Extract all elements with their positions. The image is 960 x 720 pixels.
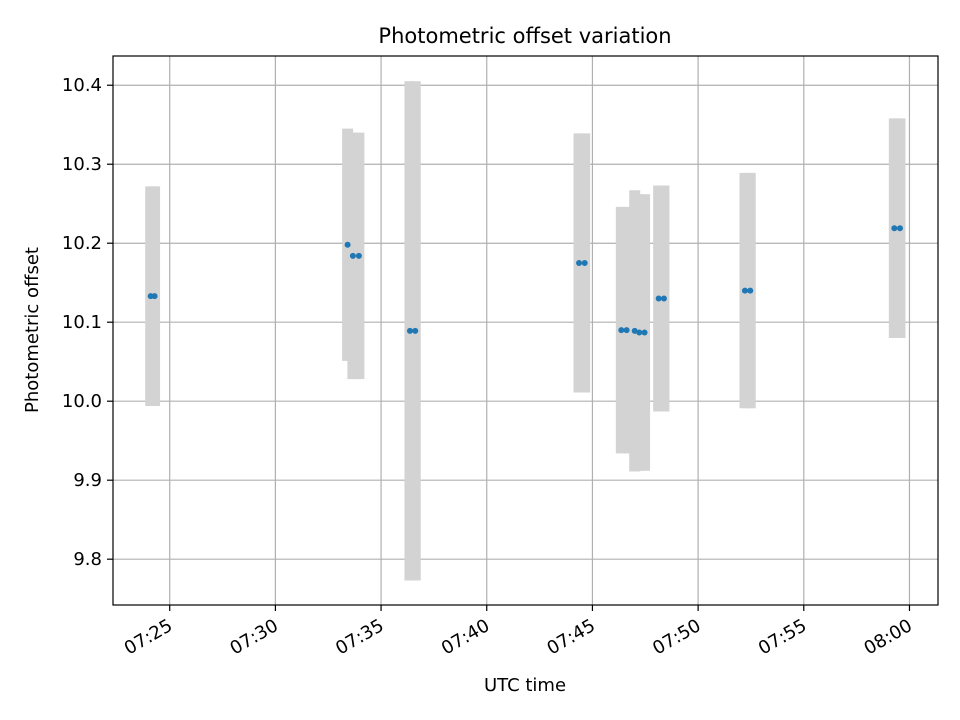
data-point — [576, 259, 583, 266]
data-point — [741, 287, 748, 294]
data-point — [641, 329, 648, 336]
data-point — [618, 327, 625, 334]
chart-title: Photometric offset variation — [378, 24, 671, 48]
y-axis-title: Photometric offset — [22, 247, 43, 413]
data-point — [355, 252, 362, 259]
data-point — [660, 295, 667, 302]
x-tick-label: 07:30 — [226, 615, 281, 659]
data-point — [655, 295, 662, 302]
data-point — [344, 241, 351, 248]
x-tick-label: 07:35 — [332, 615, 387, 659]
data-point — [406, 327, 413, 334]
data-point — [349, 252, 356, 259]
y-tick-label: 10.1 — [62, 312, 102, 333]
x-tick-label: 07:45 — [544, 615, 599, 659]
y-tick-label: 10.4 — [62, 75, 102, 96]
y-tick-label: 10.0 — [62, 391, 102, 412]
plot-frame — [112, 55, 939, 606]
data-point — [636, 329, 643, 336]
y-tick-label: 9.9 — [73, 470, 102, 491]
data-point-layer — [147, 225, 903, 336]
data-point — [631, 327, 638, 334]
x-tick-label: 07:50 — [649, 615, 704, 659]
data-point — [896, 225, 903, 232]
y-tick-label: 10.2 — [62, 233, 102, 254]
data-point — [623, 327, 630, 334]
plot-background — [113, 56, 938, 605]
x-tick-label: 08:00 — [861, 615, 916, 659]
data-point — [581, 259, 588, 266]
y-tick-label: 10.3 — [62, 154, 102, 175]
x-tick-label: 07:40 — [438, 615, 493, 659]
x-tick-label: 07:55 — [755, 615, 810, 659]
grid-layer — [113, 56, 938, 605]
x-axis-title: UTC time — [484, 675, 566, 696]
data-point — [151, 293, 158, 300]
data-point — [412, 327, 419, 334]
y-tick-label: 9.8 — [73, 549, 102, 570]
data-point — [747, 287, 754, 294]
x-tick-label: 07:25 — [121, 615, 176, 659]
data-point — [891, 225, 898, 232]
